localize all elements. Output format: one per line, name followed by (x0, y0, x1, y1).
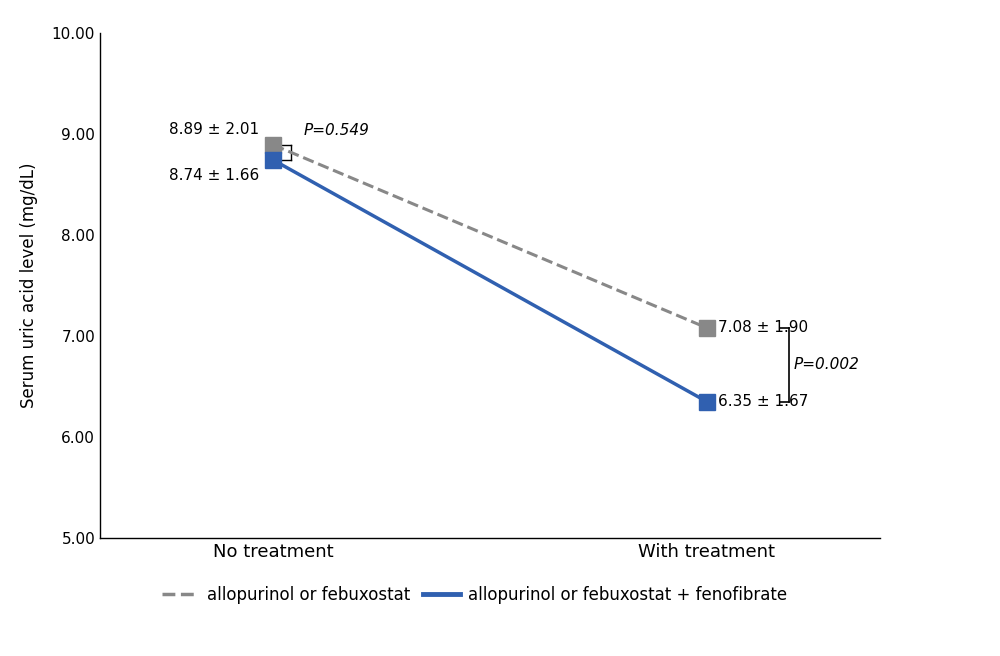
Text: P=0.549: P=0.549 (304, 123, 370, 138)
Text: 6.35 ± 1.67: 6.35 ± 1.67 (718, 394, 808, 409)
Text: 8.89 ± 2.01: 8.89 ± 2.01 (169, 121, 259, 136)
Text: 7.08 ± 1.90: 7.08 ± 1.90 (718, 320, 808, 335)
Text: 8.74 ± 1.66: 8.74 ± 1.66 (169, 169, 259, 184)
allopurinol or febuxostat + fenofibrate (701, 398, 713, 405)
allopurinol or febuxostat (267, 141, 279, 149)
Line: allopurinol or febuxostat: allopurinol or febuxostat (266, 137, 714, 335)
allopurinol or febuxostat + fenofibrate (267, 156, 279, 164)
Y-axis label: Serum uric acid level (mg/dL): Serum uric acid level (mg/dL) (20, 163, 38, 408)
Legend: allopurinol or febuxostat, allopurinol or febuxostat + fenofibrate: allopurinol or febuxostat, allopurinol o… (155, 579, 794, 610)
Line: allopurinol or febuxostat + fenofibrate: allopurinol or febuxostat + fenofibrate (266, 152, 714, 409)
allopurinol or febuxostat (701, 324, 713, 332)
Text: P=0.002: P=0.002 (793, 357, 859, 372)
